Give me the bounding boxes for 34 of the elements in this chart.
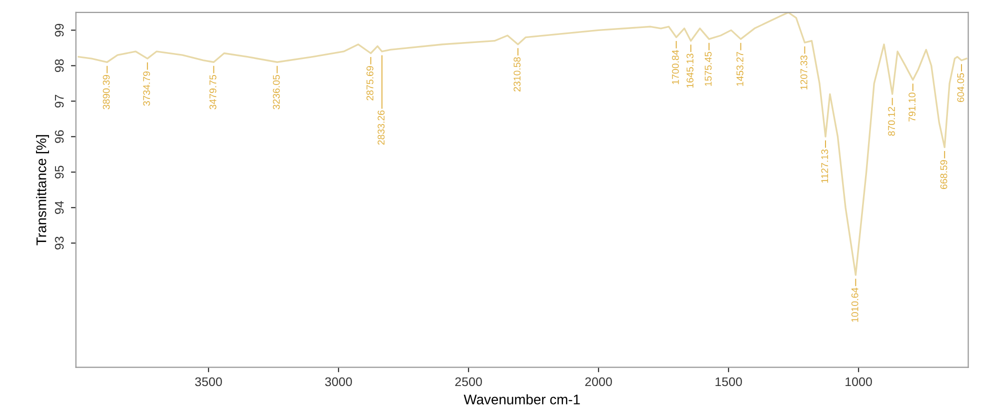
line-series	[78, 12, 968, 276]
x-tick-label: 2500	[455, 377, 482, 386]
annotation: 604.05	[957, 73, 964, 102]
y-tick-label: 96	[54, 130, 64, 144]
y-tick-label: 93	[54, 236, 64, 250]
x-tick-label: 2000	[585, 377, 612, 386]
annotation: 668.59	[940, 160, 948, 189]
annotation: 3734.79	[143, 71, 150, 106]
annotation: 3890.39	[102, 75, 110, 110]
x-tick-label: 1000	[846, 377, 872, 386]
annotation: 791.10	[908, 92, 916, 122]
y-tick-label: 98	[54, 59, 64, 72]
annotation: 1645.13	[686, 54, 694, 88]
x-tick-label: 1500	[716, 377, 742, 386]
y-tick-label: 99	[54, 24, 64, 37]
annotation: 1127.13	[821, 149, 828, 183]
annotation: 2310.58	[514, 57, 521, 92]
annotation: 2875.69	[366, 66, 374, 100]
annotation: 2833.26	[378, 110, 385, 145]
x-tick-label: 3500	[195, 377, 222, 386]
annotation: 870.12	[888, 106, 895, 136]
annotation: 1700.84	[672, 50, 679, 84]
annotation: 1010.64	[851, 288, 858, 322]
y-tick-label: 94	[54, 201, 64, 214]
annotation: 1453.27	[736, 52, 744, 86]
annotation: 3479.75	[209, 74, 216, 110]
annotation: 3236.05	[272, 74, 280, 110]
x-tick-label: 3000	[325, 377, 352, 386]
y-tick-label: 95	[54, 166, 64, 178]
x-axis-title: Wavenumber cm-1	[464, 394, 580, 404]
y-tick-label: 97	[54, 94, 64, 108]
y-axis-title: Transmittance [%]	[36, 135, 49, 246]
annotation: 1575.45	[704, 52, 712, 86]
annotation: 1207.33	[800, 55, 808, 90]
